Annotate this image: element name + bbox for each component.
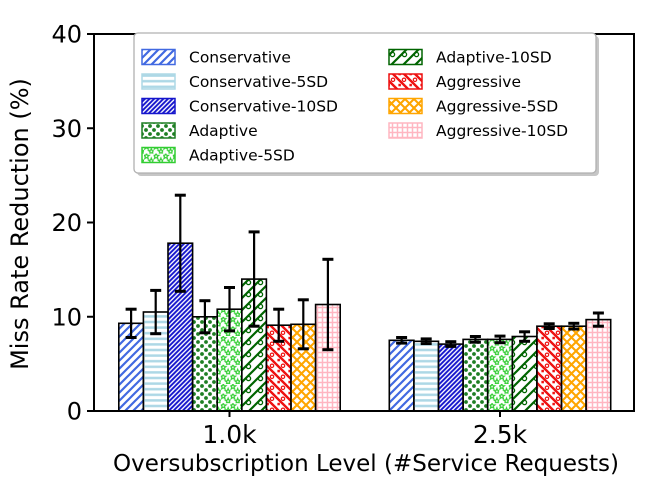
legend-label-Conservative-5SD: Conservative-5SD	[189, 73, 328, 91]
y-tick-label: 40	[51, 21, 82, 49]
legend-swatch-Adaptive-10SD	[388, 48, 423, 66]
y-tick-label: 0	[67, 398, 82, 426]
legend-swatch-Conservative-10SD	[141, 97, 176, 115]
legend-label-Aggressive-10SD: Aggressive-10SD	[436, 122, 568, 140]
legend-label-Adaptive-10SD: Adaptive-10SD	[436, 49, 552, 67]
x-tick-label: 2.5k	[473, 420, 528, 449]
bar-Adaptive-2.5k	[462, 338, 489, 412]
legend-swatch-Aggressive	[388, 73, 423, 90]
legend: Conservative Conservative-5SD Conservative…	[133, 32, 599, 176]
y-axis-label: Miss Rate Reduction (%)	[6, 78, 34, 370]
legend-swatch-Adaptive	[141, 122, 176, 139]
legend-swatch-Conservative-5SD	[141, 73, 176, 90]
x-tick-label: 1.0k	[202, 420, 257, 449]
legend-label-Conservative-10SD: Conservative-10SD	[189, 98, 338, 116]
bar-Adaptive-10SD-2.5k	[511, 335, 538, 412]
y-tick-label: 30	[51, 115, 82, 143]
bar-Aggressive-10SD-1.0k	[314, 303, 342, 412]
bar-Aggressive-10SD-2.5k	[585, 318, 612, 412]
bar-Conservative-5SD-2.5k	[413, 340, 440, 412]
legend-label-Aggressive-5SD: Aggressive-5SD	[436, 98, 558, 116]
bar-Conservative-2.5k	[388, 339, 415, 412]
bar-Aggressive-5SD-2.5k	[560, 325, 587, 412]
legend-label-Conservative: Conservative	[189, 49, 291, 67]
bar-Adaptive-5SD-2.5k	[486, 338, 514, 412]
legend-box	[133, 32, 597, 174]
x-axis-label: Oversubscription Level (#Service Request…	[113, 451, 619, 477]
legend-swatch-Conservative	[141, 48, 176, 66]
legend-swatch-Aggressive-10SD	[388, 122, 423, 139]
legend-label-Aggressive: Aggressive	[436, 73, 521, 91]
legend-swatch-Adaptive-5SD	[141, 146, 176, 164]
legend-swatch-Aggressive-5SD	[388, 97, 423, 115]
legend-label-Adaptive: Adaptive	[189, 122, 258, 140]
y-tick-label: 20	[51, 209, 82, 237]
legend-label-Adaptive-5SD: Adaptive-5SD	[189, 147, 295, 165]
bar-Aggressive-2.5k	[536, 325, 563, 412]
plot-area: 0 10 20 30 40 1.0k 2.5k	[51, 21, 635, 449]
bar-Conservative-10SD-2.5k	[437, 343, 464, 412]
y-tick-label: 10	[51, 303, 82, 331]
